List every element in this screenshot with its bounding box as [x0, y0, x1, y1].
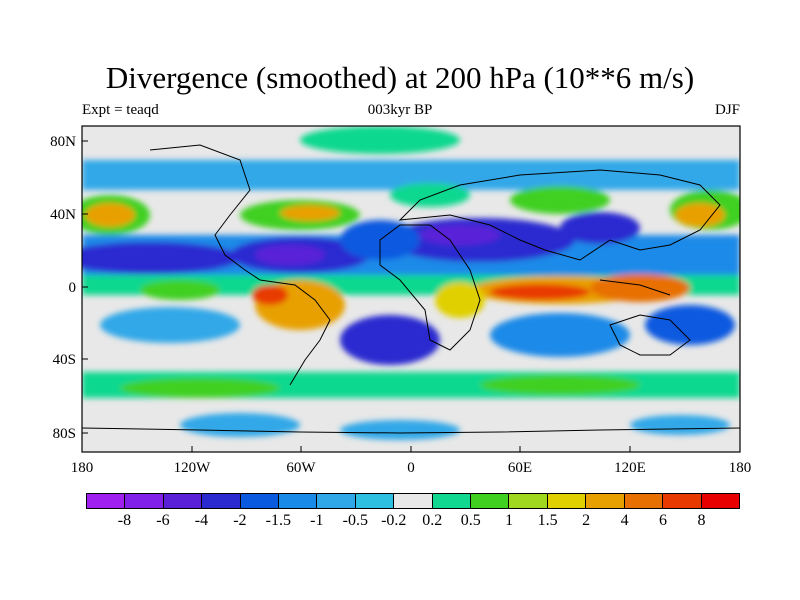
colorbar-swatch — [663, 494, 702, 508]
colorbar-swatch — [509, 494, 548, 508]
colorbar-swatch — [355, 494, 395, 508]
colorbar-swatch — [240, 494, 280, 508]
colorbar-swatch — [163, 494, 203, 508]
colorbar-swatch — [394, 494, 433, 508]
lat-label-40s: 40S — [52, 352, 76, 368]
lat-label-80n: 80N — [50, 134, 76, 150]
colorbar — [86, 493, 740, 509]
colorbar-label: -1.5 — [265, 512, 291, 529]
colorbar-label: -2 — [233, 512, 247, 529]
colorbar-swatch — [125, 494, 164, 508]
lat-label-80s: 80S — [52, 426, 76, 442]
season-label: DJF — [714, 102, 740, 118]
coastlines — [82, 144, 740, 434]
colorbar-label: 8 — [697, 512, 706, 529]
colorbar-swatch — [624, 494, 664, 508]
lon-label-180w: 180 — [70, 460, 94, 476]
lon-label-0: 0 — [407, 460, 415, 476]
colorbar-swatch — [547, 494, 587, 508]
colorbar-label: -6 — [156, 512, 170, 529]
lon-label-120e: 120E — [614, 460, 646, 476]
colorbar-label: -1 — [310, 512, 324, 529]
colorbar-swatch — [202, 494, 241, 508]
colorbar-swatch — [701, 494, 739, 508]
lat-label-0: 0 — [68, 280, 77, 296]
colorbar-label: 1.5 — [537, 512, 558, 529]
colorbar-swatch — [87, 494, 126, 508]
colorbar-swatch — [586, 494, 625, 508]
colorbar-label: 0.2 — [422, 512, 443, 529]
divergence-field — [82, 126, 740, 452]
lon-label-180e: 180 — [728, 460, 752, 476]
colorbar-label: 2 — [582, 512, 591, 529]
colorbar-swatch — [317, 494, 356, 508]
colorbar-label: -0.5 — [342, 512, 368, 529]
lon-label-120w: 120W — [173, 460, 211, 476]
colorbar-label: 0.5 — [460, 512, 481, 529]
lon-label-60e: 60E — [507, 460, 533, 476]
colorbar-label: -0.2 — [381, 512, 407, 529]
colorbar-label: -4 — [194, 512, 209, 529]
colorbar-swatch — [471, 494, 510, 508]
colorbar-label: 4 — [620, 512, 629, 529]
colorbar-label: 1 — [505, 512, 514, 529]
axis-ticks — [81, 140, 741, 452]
colorbar-swatch — [432, 494, 472, 508]
colorbar-swatch — [279, 494, 318, 508]
plot-title: Divergence (smoothed) at 200 hPa (10**6 … — [105, 60, 695, 95]
colorbar-label: -8 — [117, 512, 132, 529]
lon-label-60w: 60W — [286, 460, 316, 476]
colorbar-label: 6 — [659, 512, 668, 529]
experiment-label: Expt = teaqd — [82, 102, 159, 118]
period-label: 003kyr BP — [367, 102, 433, 118]
lat-label-40n: 40N — [50, 207, 76, 223]
